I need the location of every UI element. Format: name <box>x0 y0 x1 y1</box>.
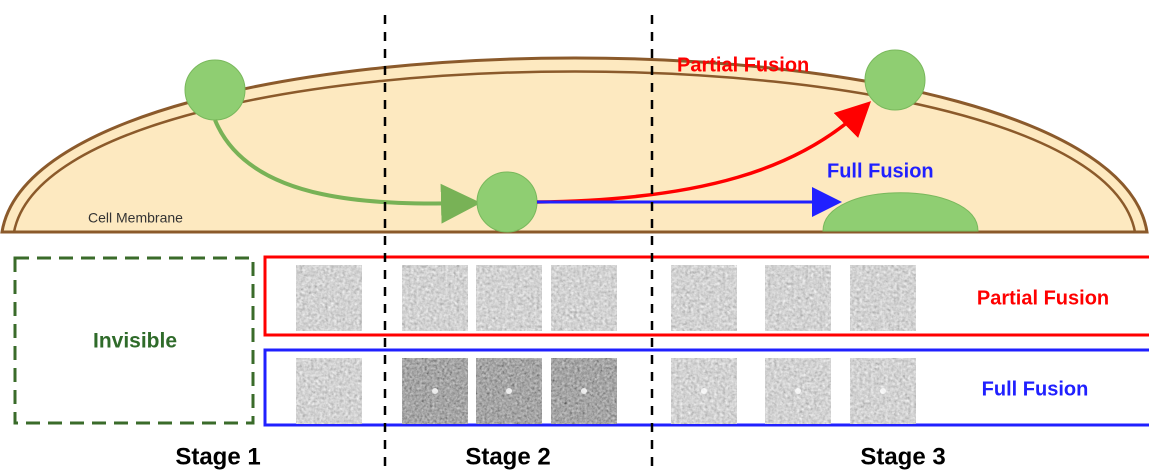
micrograph <box>850 265 916 331</box>
micrograph <box>765 265 831 331</box>
label: Invisible <box>93 330 177 353</box>
stage-label: Stage 3 <box>860 443 945 470</box>
spot <box>701 388 707 394</box>
label: Cell Membrane <box>88 210 183 226</box>
spot <box>506 388 512 394</box>
spot <box>795 388 801 394</box>
vesicle <box>477 172 537 232</box>
micrograph <box>402 265 468 331</box>
label: Full Fusion <box>827 160 934 182</box>
micrograph <box>296 358 362 424</box>
spot <box>880 388 886 394</box>
micrograph <box>551 265 617 331</box>
spot <box>432 388 438 394</box>
stage-label: Stage 2 <box>465 443 550 470</box>
micrograph <box>671 265 737 331</box>
spot <box>581 388 587 394</box>
vesicle <box>185 60 245 120</box>
cell-outer <box>2 58 1147 232</box>
micrograph <box>296 265 362 331</box>
diagram: Partial Fusion Full Fusion Cell Membrane… <box>0 0 1149 473</box>
label: Full Fusion <box>982 378 1089 400</box>
label: Partial Fusion <box>677 54 809 76</box>
label: Partial Fusion <box>977 287 1109 309</box>
micrographs <box>296 265 916 424</box>
page: Partial Fusion Full Fusion Cell Membrane… <box>0 0 1149 473</box>
micrograph <box>476 265 542 331</box>
stage-label: Stage 1 <box>175 443 260 470</box>
vesicle <box>865 50 925 110</box>
